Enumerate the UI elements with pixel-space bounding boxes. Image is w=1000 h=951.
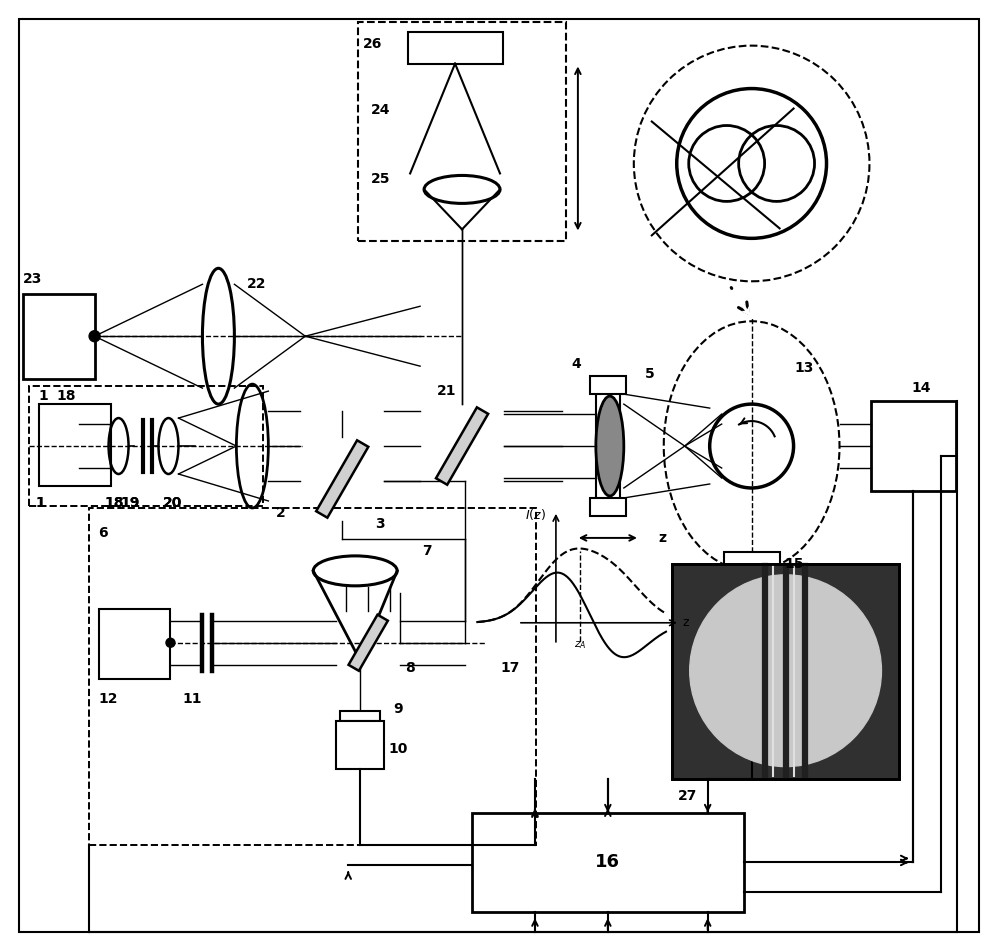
- Ellipse shape: [424, 175, 500, 204]
- Text: 18: 18: [105, 496, 124, 510]
- Bar: [358, 22, 566, 242]
- Text: 10: 10: [388, 742, 408, 756]
- Text: 25: 25: [370, 172, 390, 186]
- Bar: [596, 384, 620, 508]
- Bar: [99, 609, 170, 679]
- Bar: [672, 564, 899, 779]
- Bar: [340, 710, 380, 721]
- Bar: [23, 294, 95, 379]
- Polygon shape: [349, 614, 388, 670]
- Text: 13: 13: [795, 361, 814, 375]
- Circle shape: [690, 574, 881, 767]
- Text: 1: 1: [36, 496, 45, 510]
- Bar: [408, 31, 503, 64]
- Text: 23: 23: [23, 272, 42, 286]
- Text: 9: 9: [393, 702, 403, 716]
- Text: z: z: [682, 616, 689, 630]
- Bar: [590, 377, 626, 394]
- Text: 20: 20: [163, 496, 182, 510]
- Text: 6: 6: [99, 526, 108, 540]
- Text: z: z: [659, 531, 667, 545]
- Bar: [590, 498, 626, 516]
- Text: 21: 21: [437, 384, 457, 398]
- Text: $I(z)$: $I(z)$: [525, 508, 546, 522]
- Text: 4: 4: [571, 358, 581, 371]
- Bar: [472, 812, 744, 912]
- Text: 14: 14: [912, 381, 931, 395]
- Text: 17: 17: [500, 661, 520, 674]
- Bar: [672, 564, 899, 779]
- Text: 5: 5: [645, 367, 655, 381]
- Bar: [29, 386, 263, 506]
- Ellipse shape: [596, 397, 624, 496]
- Text: 27: 27: [678, 788, 697, 803]
- Bar: [336, 721, 384, 768]
- Text: 7: 7: [422, 544, 432, 558]
- Bar: [734, 572, 770, 608]
- Bar: [724, 552, 780, 573]
- Text: $z_A$: $z_A$: [574, 639, 586, 650]
- Text: 26: 26: [362, 37, 382, 50]
- Text: 19: 19: [121, 496, 140, 510]
- Bar: [871, 401, 956, 491]
- Text: 1: 1: [36, 496, 45, 510]
- Text: 3: 3: [375, 517, 385, 531]
- Text: 2: 2: [275, 506, 285, 520]
- Circle shape: [166, 638, 175, 648]
- Text: 12: 12: [99, 691, 118, 706]
- Text: 20: 20: [163, 496, 182, 510]
- Text: 19: 19: [121, 496, 140, 510]
- Polygon shape: [316, 440, 368, 517]
- Polygon shape: [436, 407, 488, 485]
- Text: 24: 24: [370, 103, 390, 117]
- Text: 15: 15: [785, 557, 804, 571]
- Circle shape: [89, 331, 100, 341]
- Ellipse shape: [313, 556, 397, 586]
- Text: 11: 11: [183, 691, 202, 706]
- Text: 18: 18: [57, 389, 76, 403]
- Text: 1: 1: [39, 389, 48, 403]
- Bar: [89, 508, 536, 845]
- Text: 22: 22: [247, 278, 266, 291]
- Text: 8: 8: [405, 661, 415, 674]
- Bar: [39, 404, 111, 486]
- Text: 18: 18: [105, 496, 124, 510]
- Text: 16: 16: [595, 853, 620, 871]
